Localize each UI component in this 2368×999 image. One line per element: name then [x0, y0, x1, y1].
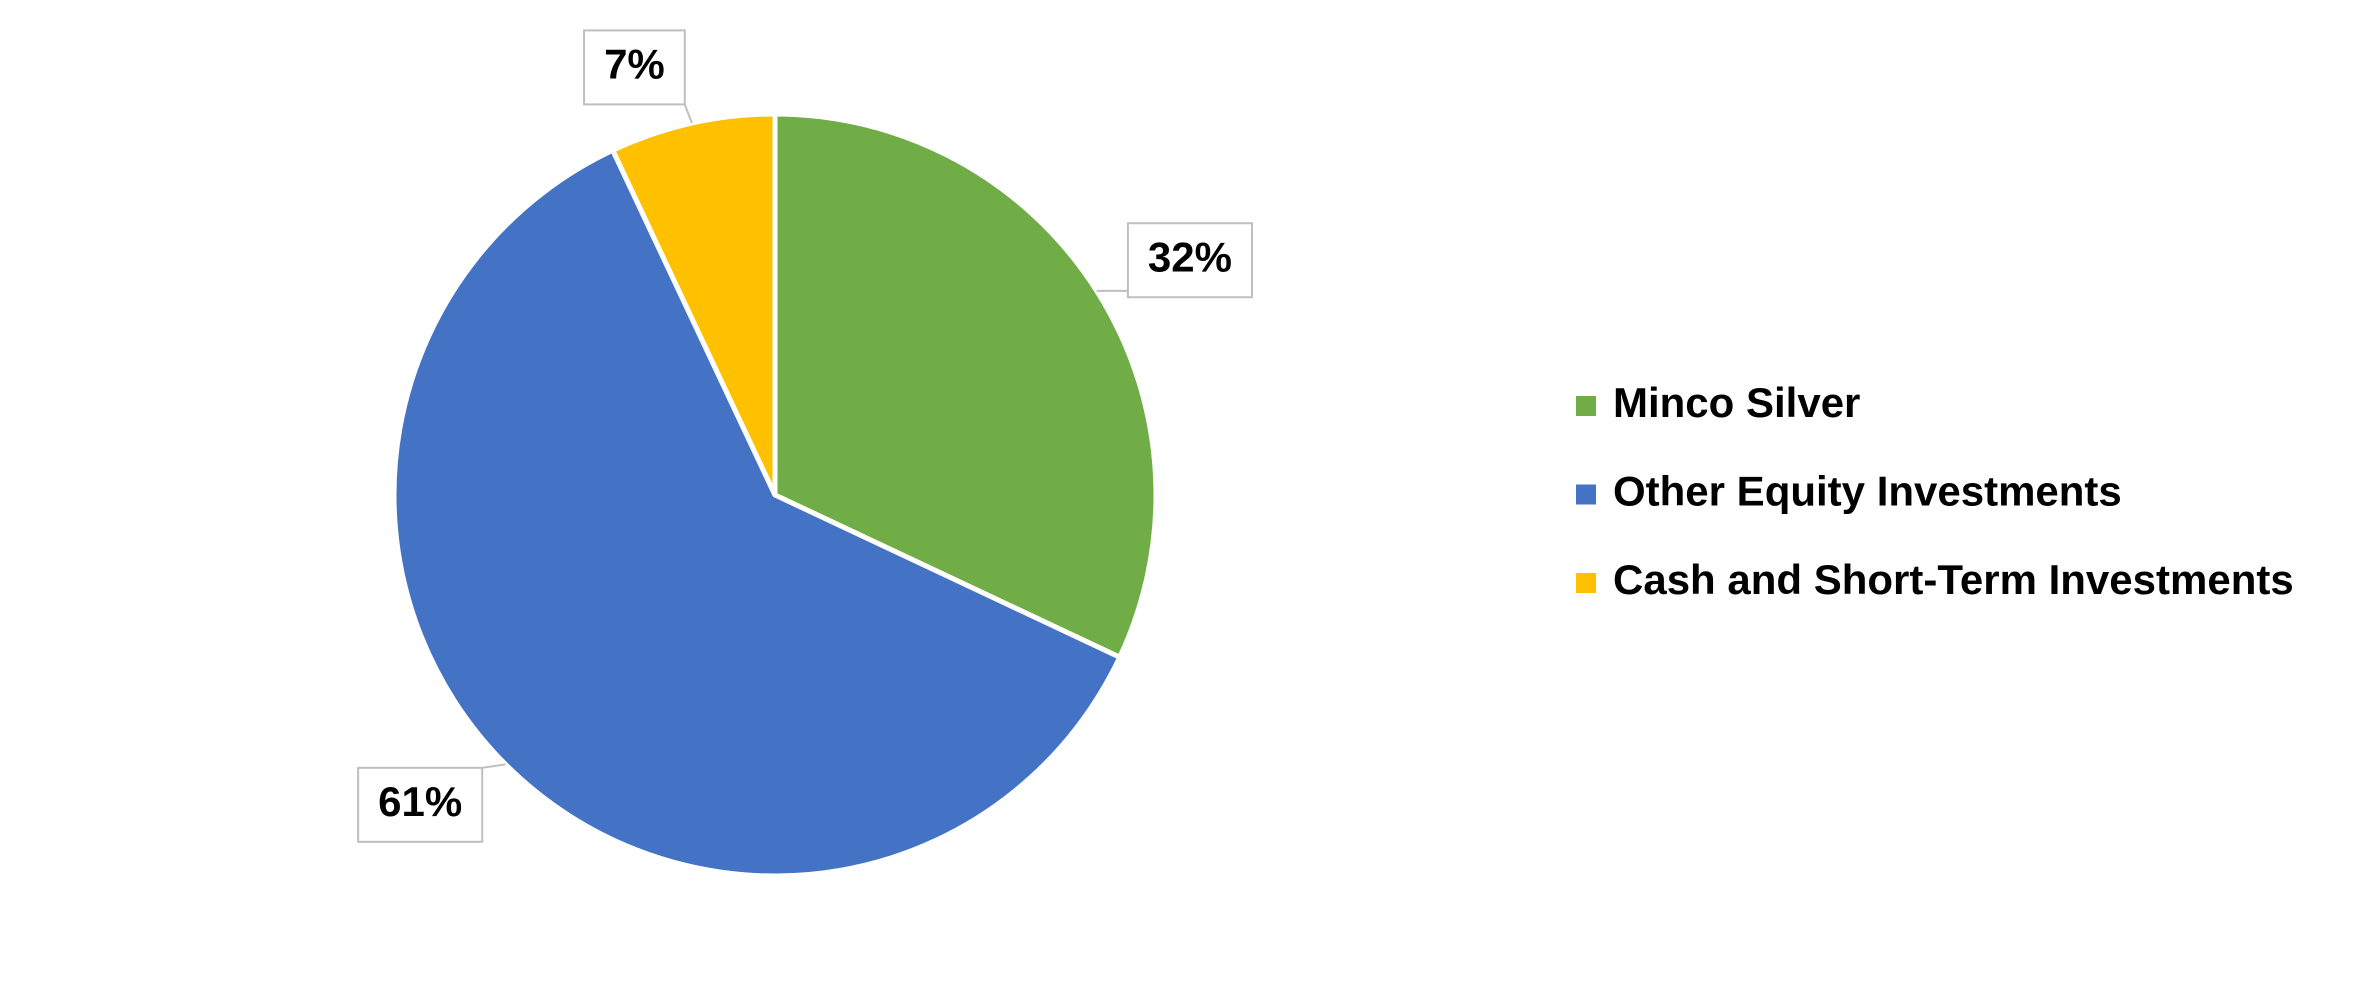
value-label: 32% — [1148, 233, 1232, 280]
pie-slice — [609, 111, 778, 497]
value-label: 7% — [604, 40, 665, 87]
legend-label: Minco Silver — [1613, 379, 1860, 426]
pie-slice — [391, 146, 1124, 879]
leader-line — [482, 763, 506, 769]
legend-swatch — [1576, 396, 1596, 416]
leader-line — [683, 104, 693, 124]
legend-swatch — [1576, 573, 1596, 593]
legend-label: Other Equity Investments — [1613, 468, 2122, 515]
legend-label: Cash and Short-Term Investments — [1613, 556, 2294, 603]
value-label: 61% — [378, 778, 462, 825]
label-box — [357, 766, 484, 843]
legend-swatch — [1576, 484, 1596, 505]
label-box — [1126, 222, 1253, 299]
label-box — [583, 29, 686, 106]
